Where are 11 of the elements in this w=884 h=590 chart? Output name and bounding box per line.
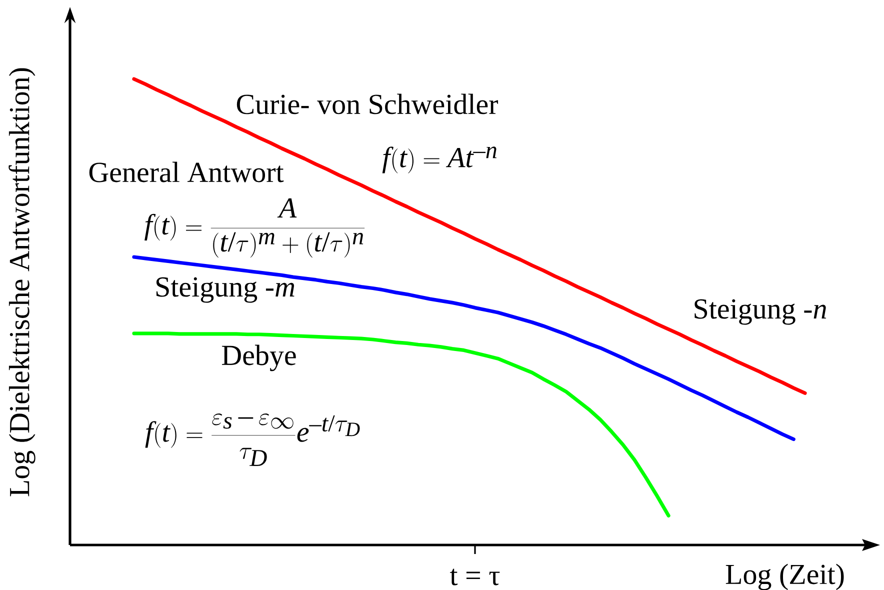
annotation: Steigung -n <box>694 299 826 325</box>
annotation: $f(t)=\frac{\varepsilon_{s}-\varepsilon_{\infty}}{\tau_{D}}e^{-t/\tau_{D}}$ <box>145 414 360 466</box>
annotation: $f(t)=\frac{A}{(t/\tau)^{m}+(t/\tau)^{n}}$ <box>144 198 365 258</box>
series-label: Debye <box>222 344 296 372</box>
annotation: Steigung -m <box>156 277 294 303</box>
x-axis-title: Log (Zeit) <box>726 564 844 590</box>
series-label: Curie- von Schweidler <box>236 94 498 114</box>
annotation: General Antwort <box>89 162 284 182</box>
annotation: $f(t)=At^{-n}$ <box>382 146 496 174</box>
text: t = τ <box>450 568 500 586</box>
y-axis-title: Log (Dielektrische Antwortfunktion) <box>8 68 36 496</box>
